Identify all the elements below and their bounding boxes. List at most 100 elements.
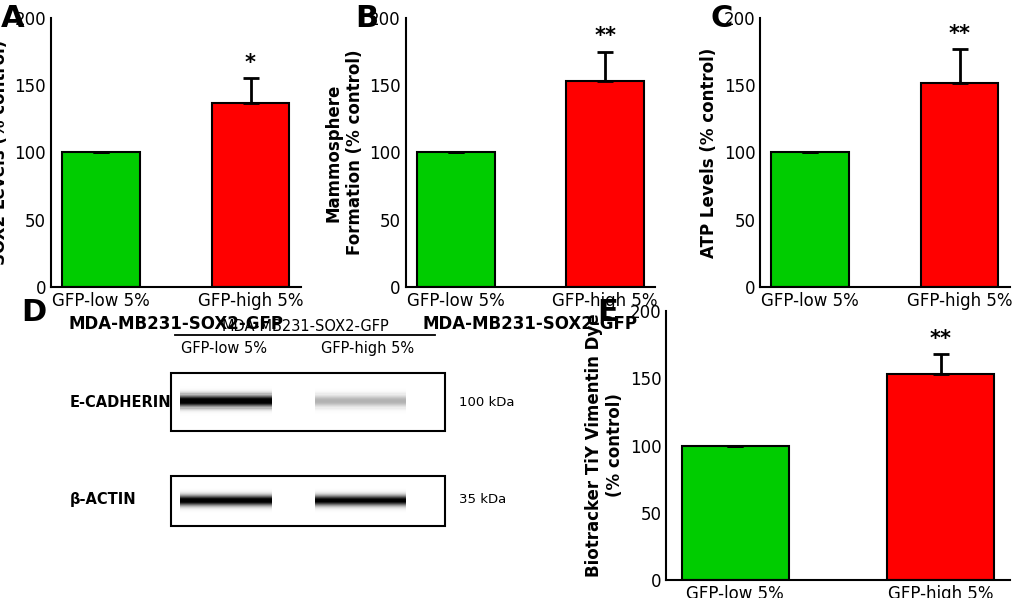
Bar	[315, 405, 406, 406]
Bar	[315, 495, 406, 496]
Bar	[315, 498, 406, 499]
Bar	[920, 83, 998, 287]
Bar	[180, 486, 271, 487]
Bar	[180, 413, 271, 414]
Bar	[180, 398, 271, 399]
Bar	[180, 391, 271, 392]
Bar	[315, 398, 406, 399]
Bar	[180, 410, 271, 411]
Bar	[315, 513, 406, 514]
Bar	[180, 498, 271, 499]
Bar	[315, 509, 406, 510]
Bar	[315, 399, 406, 401]
Bar	[180, 411, 271, 412]
Bar	[180, 502, 271, 503]
Bar	[315, 411, 406, 412]
Bar	[180, 505, 271, 506]
Text: β-ACTIN: β-ACTIN	[69, 492, 137, 507]
Bar	[315, 511, 406, 512]
Bar	[180, 489, 271, 490]
Bar	[180, 506, 271, 507]
X-axis label: MDA-MB231-SOX2-GFP: MDA-MB231-SOX2-GFP	[68, 316, 283, 334]
Bar	[170, 477, 444, 526]
Text: **: **	[929, 329, 951, 349]
Bar	[180, 389, 271, 390]
Bar	[315, 510, 406, 511]
Bar	[315, 416, 406, 417]
Bar	[180, 487, 271, 489]
Bar	[180, 508, 271, 509]
Bar	[315, 515, 406, 516]
Bar	[315, 490, 406, 492]
Bar	[180, 386, 271, 388]
Bar	[315, 502, 406, 503]
Text: C: C	[709, 5, 732, 33]
Bar	[180, 407, 271, 408]
Bar	[180, 412, 271, 413]
Bar	[180, 507, 271, 508]
Text: A: A	[1, 5, 24, 33]
Bar	[180, 384, 271, 385]
Bar	[315, 396, 406, 397]
Bar	[180, 416, 271, 417]
Bar	[315, 385, 406, 386]
Bar	[315, 514, 406, 515]
Bar	[681, 446, 788, 580]
Text: E-CADHERIN: E-CADHERIN	[69, 395, 171, 410]
Bar	[315, 392, 406, 393]
Bar	[315, 407, 406, 408]
Text: D: D	[21, 298, 47, 327]
Bar	[180, 392, 271, 393]
Text: 35 kDa: 35 kDa	[459, 493, 506, 506]
Bar	[315, 417, 406, 418]
Text: MDA-MB231-SOX2-GFP: MDA-MB231-SOX2-GFP	[221, 319, 389, 334]
Bar	[315, 486, 406, 487]
Y-axis label: Biotracker TiY Vimentin Dye
(% control): Biotracker TiY Vimentin Dye (% control)	[585, 314, 624, 577]
Bar	[315, 414, 406, 416]
Bar	[315, 506, 406, 507]
Bar	[315, 493, 406, 495]
Bar	[180, 385, 271, 386]
Bar	[315, 500, 406, 501]
Bar	[180, 388, 271, 389]
Bar	[180, 406, 271, 407]
Bar	[315, 389, 406, 390]
Bar	[315, 390, 406, 391]
Bar	[417, 152, 494, 287]
Bar	[180, 393, 271, 395]
Bar	[170, 373, 444, 431]
Bar	[180, 417, 271, 418]
Text: GFP-high 5%: GFP-high 5%	[321, 341, 414, 356]
Bar	[180, 493, 271, 495]
Bar	[315, 503, 406, 504]
Bar	[315, 418, 406, 419]
Bar	[62, 152, 140, 287]
Bar	[212, 103, 289, 287]
Bar	[180, 395, 271, 396]
Bar	[315, 403, 406, 404]
Bar	[566, 81, 643, 287]
Bar	[315, 388, 406, 389]
Bar	[180, 499, 271, 500]
Bar	[315, 487, 406, 489]
Text: B: B	[356, 5, 378, 33]
Bar	[315, 507, 406, 508]
Bar	[180, 515, 271, 516]
Bar	[180, 510, 271, 511]
Text: **: **	[948, 23, 970, 44]
Bar	[180, 500, 271, 501]
Bar	[180, 512, 271, 513]
Bar	[315, 412, 406, 413]
Bar	[180, 402, 271, 403]
Bar	[180, 403, 271, 404]
Bar	[180, 514, 271, 515]
Bar	[315, 501, 406, 502]
Bar	[315, 499, 406, 500]
Bar	[180, 504, 271, 505]
X-axis label: MDA-MB231-SOX2-GFP: MDA-MB231-SOX2-GFP	[423, 316, 637, 334]
Bar	[315, 505, 406, 506]
Bar	[180, 405, 271, 406]
Bar	[315, 404, 406, 405]
Text: E: E	[597, 298, 618, 327]
Bar	[180, 513, 271, 514]
